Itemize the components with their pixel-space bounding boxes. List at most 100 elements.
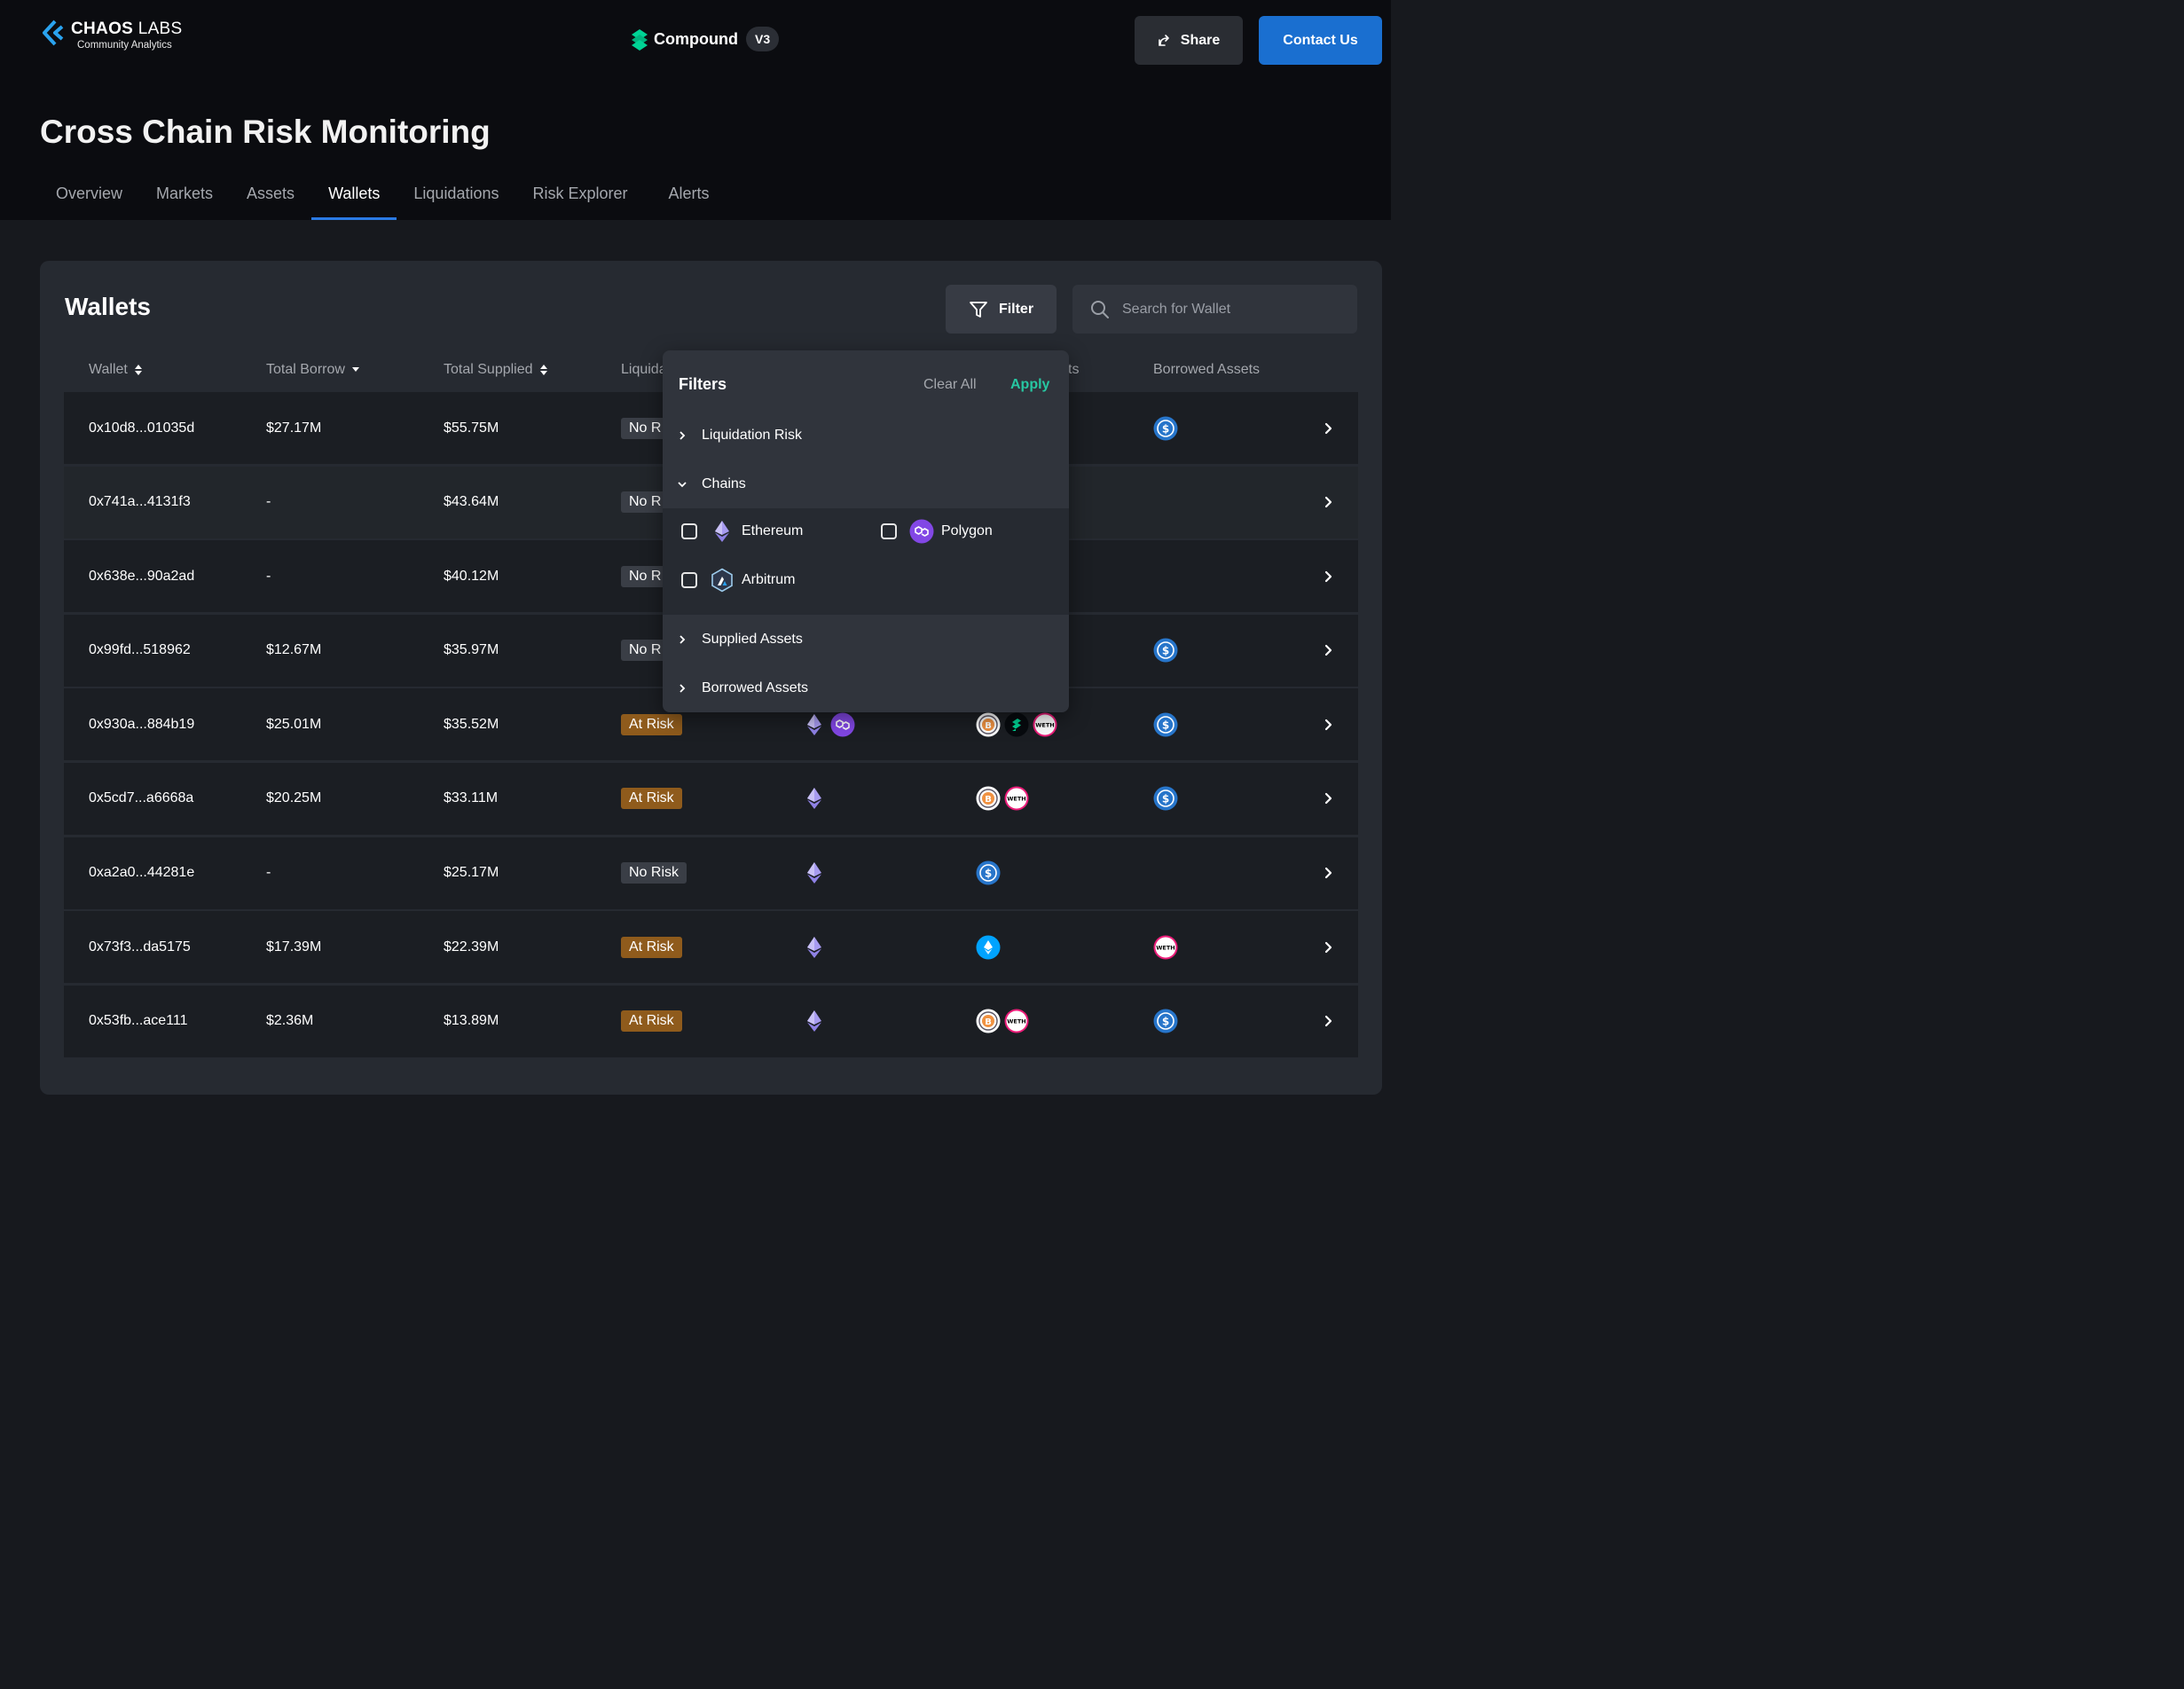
column-supplied-assets[interactable]: ts [1068, 362, 1079, 378]
filter-section-borrowed-assets[interactable]: Borrowed Assets [663, 664, 1069, 712]
table-row[interactable]: 0x53fb...ace111 $2.36M $13.89M At Risk B WETH… [64, 985, 1358, 1057]
usdc-icon: $ [1153, 786, 1178, 811]
row-chevron-right-icon[interactable] [1324, 986, 1334, 1057]
svg-text:$: $ [1162, 793, 1169, 805]
wallet-address[interactable]: 0x99fd...518962 [89, 642, 191, 658]
compound-logo-icon [632, 29, 648, 51]
checkbox[interactable] [881, 523, 897, 539]
tab-liquidations[interactable]: Liquidations [413, 185, 499, 202]
filter-section-label: Supplied Assets [702, 631, 803, 647]
column-wallet[interactable]: Wallet [89, 362, 142, 378]
wallet-address[interactable]: 0x53fb...ace111 [89, 1013, 188, 1029]
column-liquidation-risk[interactable]: Liquida [621, 362, 667, 378]
apply-button[interactable]: Apply [1010, 377, 1050, 392]
row-chevron-right-icon[interactable] [1324, 540, 1334, 612]
tab-wallets[interactable]: Wallets [311, 174, 397, 220]
column-total-borrow[interactable]: Total Borrow [266, 362, 359, 378]
table-row[interactable]: 0x5cd7...a6668a $20.25M $33.11M At Risk B WET… [64, 762, 1358, 835]
chains [802, 688, 859, 760]
supplied-assets: B WETH [976, 763, 1033, 835]
tab-markets[interactable]: Markets [156, 185, 214, 202]
chaos-labs-logo[interactable]: CHAOS LABS Community Analytics [39, 20, 183, 51]
table-row[interactable]: 0xa2a0...44281e - $25.17M No Risk $ [64, 837, 1358, 909]
wallet-address[interactable]: 0x638e...90a2ad [89, 568, 195, 584]
row-chevron-right-icon[interactable] [1324, 615, 1334, 687]
polygon-icon [909, 519, 934, 544]
row-chevron-right-icon[interactable] [1324, 392, 1334, 464]
checkbox[interactable] [681, 523, 697, 539]
contact-us-button[interactable]: Contact Us [1259, 16, 1382, 65]
wallet-address[interactable]: 0x73f3...da5175 [89, 939, 191, 954]
chevron-right-icon [680, 683, 686, 693]
wbtc-icon: B [976, 712, 1001, 737]
top-bar: CHAOS LABS Community Analytics Compound … [0, 0, 1391, 220]
logo-subtitle: Community Analytics [77, 40, 172, 51]
svg-text:$: $ [1162, 719, 1169, 731]
risk-badge: At Risk [621, 1010, 682, 1033]
table-row[interactable]: 0x73f3...da5175 $17.39M $22.39M At Risk WETH [64, 911, 1358, 984]
liquidation-risk: At Risk [621, 688, 682, 760]
logo-title: CHAOS [71, 20, 134, 38]
filter-section-label: Borrowed Assets [702, 680, 809, 695]
total-supplied: $55.75M [444, 420, 499, 436]
filter-section-liquidation-risk[interactable]: Liquidation Risk [663, 411, 1069, 460]
total-supplied: $33.11M [444, 790, 499, 806]
svg-text:$: $ [985, 868, 992, 880]
chains-options: Ethereum Polygon Arbitrum [663, 508, 1069, 615]
filter-button[interactable]: Filter [946, 285, 1057, 334]
wallet-address[interactable]: 0x741a...4131f3 [89, 494, 191, 510]
total-borrow: $27.17M [266, 420, 322, 436]
chain-option-ethereum[interactable]: Ethereum [681, 519, 803, 544]
risk-badge: No R [621, 491, 670, 514]
filter-section-chains[interactable]: Chains [663, 460, 1069, 508]
wallet-address[interactable]: 0x5cd7...a6668a [89, 790, 194, 806]
total-supplied: $22.39M [444, 939, 499, 954]
clear-all-button[interactable]: Clear All [923, 377, 977, 392]
tab-overview[interactable]: Overview [56, 185, 123, 202]
filters-dropdown: Filters Clear All Apply Liquidation Risk… [663, 350, 1069, 712]
wallet-address[interactable]: 0x930a...884b19 [89, 716, 195, 732]
checkbox[interactable] [681, 572, 697, 588]
weth-icon: WETH [1004, 1009, 1029, 1033]
column-borrowed-assets[interactable]: Borrowed Assets [1153, 362, 1260, 378]
column-total-supplied-label: Total Supplied [444, 362, 533, 377]
contact-label: Contact Us [1283, 32, 1358, 48]
risk-badge: No R [621, 417, 670, 439]
wallet-address[interactable]: 0xa2a0...44281e [89, 865, 195, 881]
share-icon [1158, 34, 1169, 46]
wallet-address[interactable]: 0x10d8...01035d [89, 420, 195, 436]
chain-option-polygon[interactable]: Polygon [881, 519, 993, 544]
share-button[interactable]: Share [1135, 16, 1243, 65]
tab-alerts[interactable]: Alerts [668, 185, 710, 202]
total-supplied: $25.17M [444, 865, 499, 881]
row-chevron-right-icon[interactable] [1324, 911, 1334, 983]
column-total-borrow-label: Total Borrow [266, 362, 345, 377]
product-selector[interactable]: Compound V3 [630, 27, 780, 51]
row-chevron-right-icon[interactable] [1324, 763, 1334, 835]
chain-option-label: Ethereum [742, 523, 804, 538]
weth-icon: WETH [1153, 935, 1178, 960]
chains [802, 986, 830, 1057]
borrowed-assets: $ [1153, 615, 1182, 687]
weth-icon: WETH [1033, 712, 1057, 737]
usdc-icon: $ [1153, 712, 1178, 737]
filter-section-label: Liquidation Risk [702, 427, 802, 443]
row-chevron-right-icon[interactable] [1324, 467, 1334, 538]
filter-section-label: Chains [702, 475, 746, 491]
svg-text:B: B [985, 721, 992, 731]
total-supplied: $13.89M [444, 1013, 499, 1029]
chain-option-arbitrum[interactable]: Arbitrum [681, 568, 795, 593]
filter-section-supplied-assets[interactable]: Supplied Assets [663, 615, 1069, 664]
row-chevron-right-icon[interactable] [1324, 837, 1334, 909]
search-input[interactable] [1120, 300, 1337, 318]
liquidation-risk: No R [621, 392, 670, 464]
total-borrow: - [266, 494, 271, 510]
liquidation-risk: No R [621, 467, 670, 538]
filters-title: Filters [679, 375, 727, 393]
tab-assets[interactable]: Assets [247, 185, 295, 202]
svg-text:WETH: WETH [1035, 721, 1054, 728]
column-total-supplied[interactable]: Total Supplied [444, 362, 547, 378]
total-borrow: $12.67M [266, 642, 322, 658]
tab-risk-explorer[interactable]: Risk Explorer [532, 185, 628, 202]
row-chevron-right-icon[interactable] [1324, 688, 1334, 760]
